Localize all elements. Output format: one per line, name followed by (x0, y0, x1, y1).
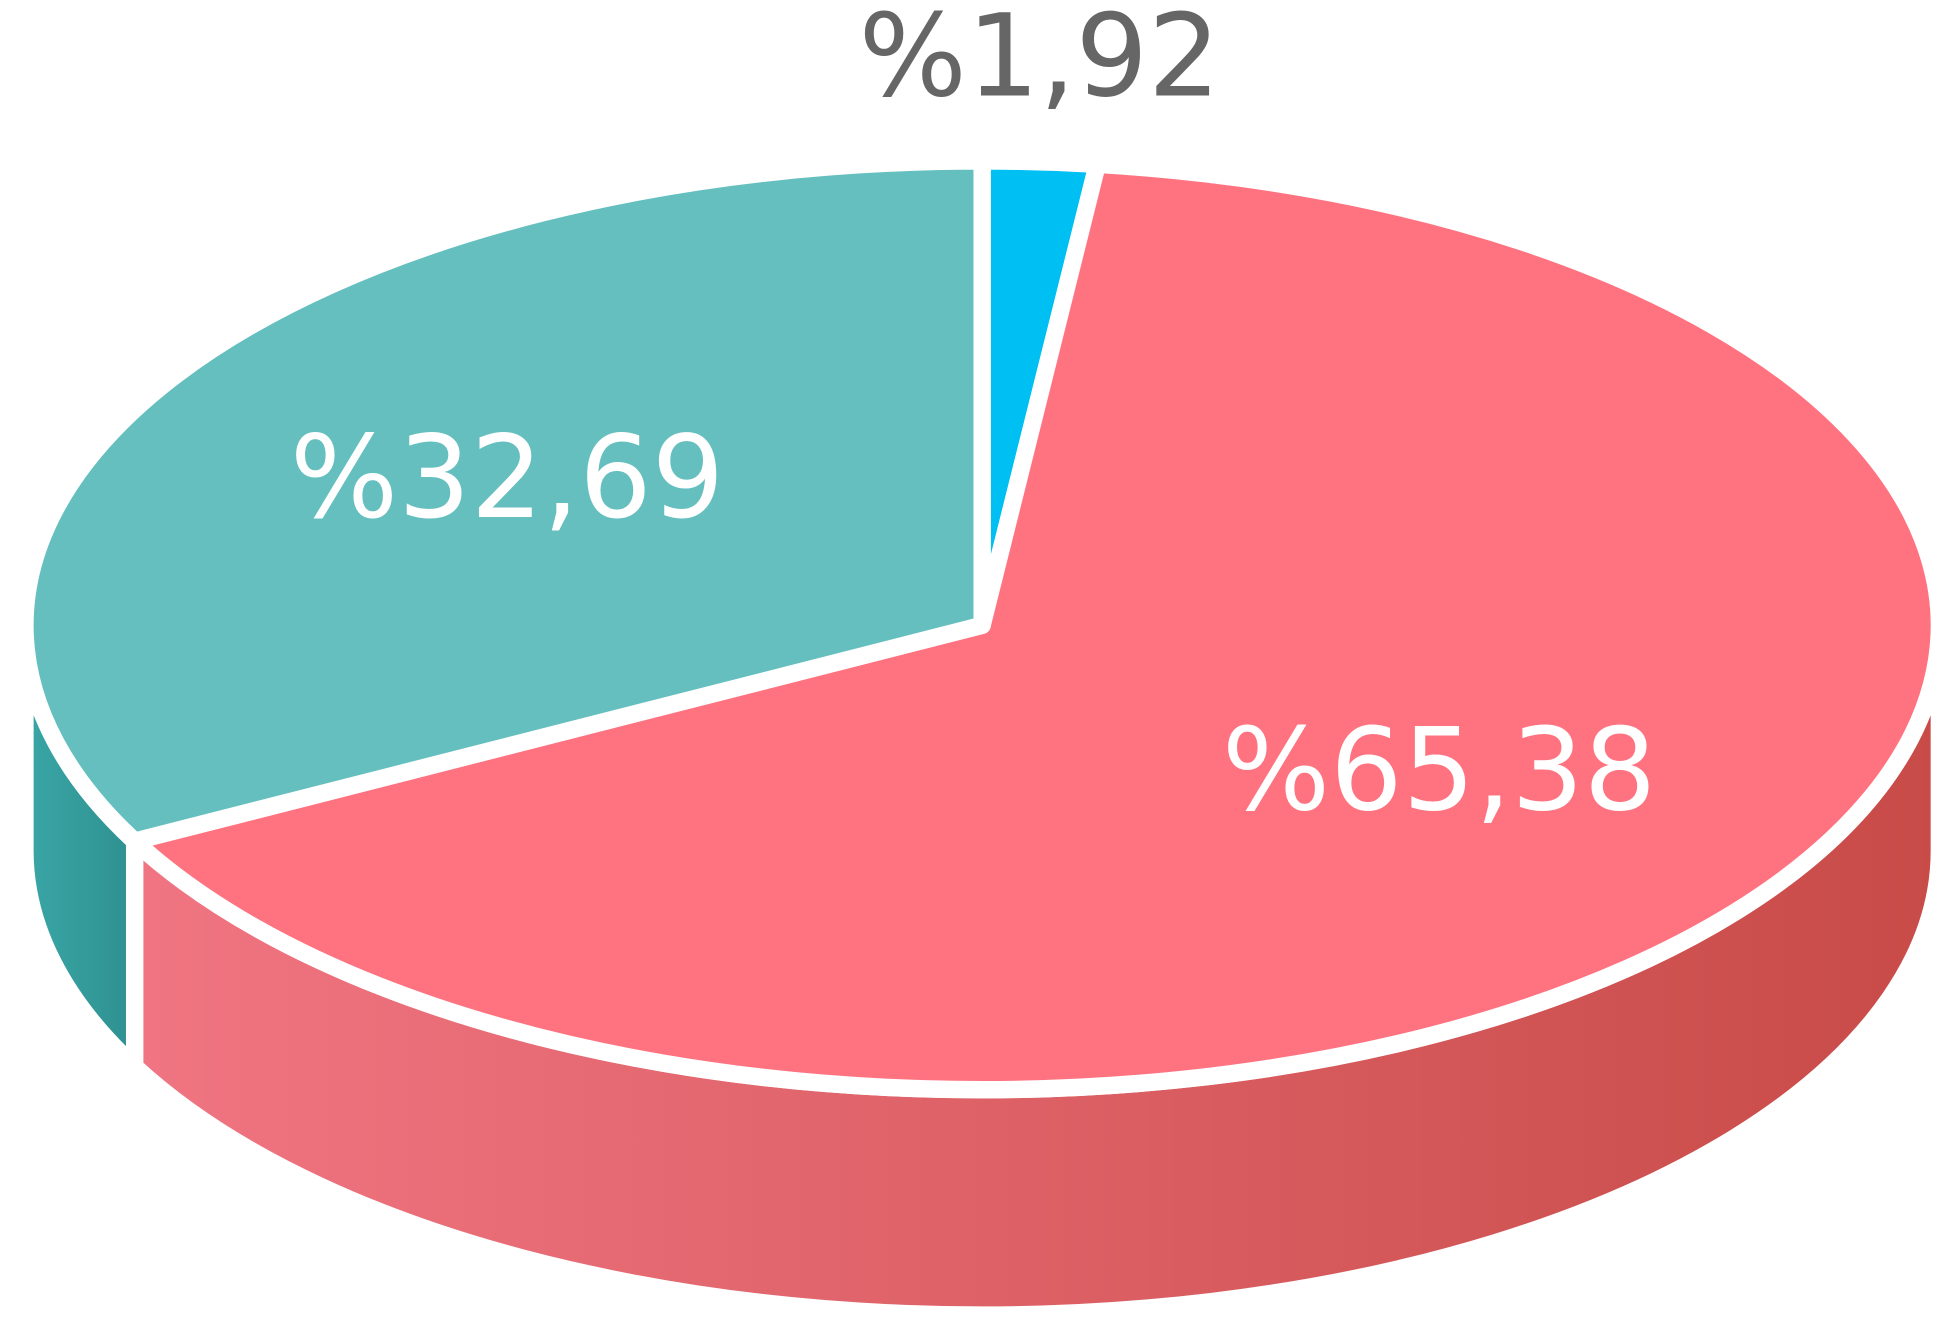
data-label: %1,92 (859, 0, 1221, 123)
slice (16, 152, 991, 850)
data-label: %32,69 (290, 411, 724, 544)
slice (125, 155, 1942, 1099)
data-label: %65,38 (1222, 704, 1656, 837)
